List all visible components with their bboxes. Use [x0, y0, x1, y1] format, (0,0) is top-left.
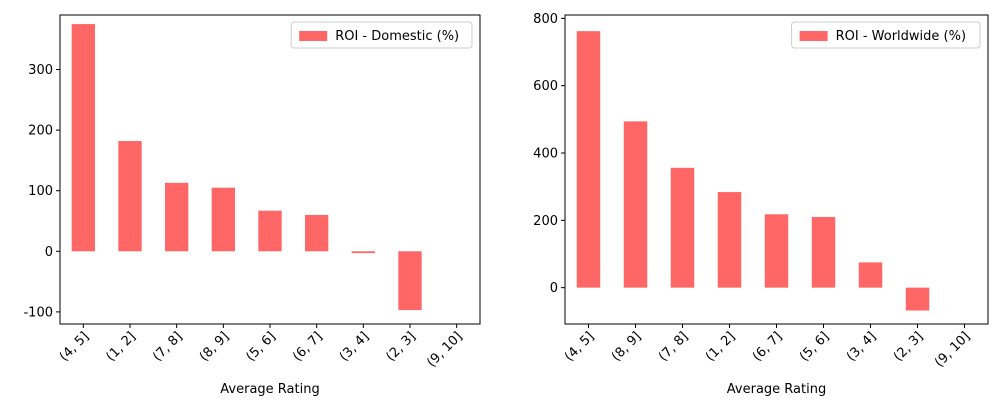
x-tick-label: (2, 3] [384, 329, 419, 364]
y-tick-label: 200 [28, 124, 53, 139]
y-tick-label: 0 [45, 245, 53, 260]
bar-5-6 [811, 216, 836, 288]
x-tick-label: (8, 9] [609, 329, 644, 364]
y-tick-label: 800 [533, 12, 558, 27]
bar-1-2 [118, 141, 142, 252]
bar-8-9 [623, 121, 648, 288]
bar-1-2 [717, 192, 742, 288]
bar-2-3 [398, 251, 422, 311]
x-tick-label: (9, 10] [424, 329, 465, 370]
bar-6-7 [305, 214, 329, 252]
x-tick-label: (4, 5] [562, 329, 597, 364]
x-axis-label: Average Rating [220, 382, 319, 397]
x-tick-label: (2, 3] [891, 329, 926, 364]
bar-7-8 [165, 182, 189, 252]
x-tick-label: (7, 8] [656, 329, 691, 364]
y-tick-label: 0 [550, 281, 558, 296]
legend-swatch [299, 31, 328, 41]
x-tick-label: (7, 8] [150, 329, 185, 364]
bar-5-6 [258, 210, 282, 252]
x-tick-label: (1, 2] [104, 329, 139, 364]
legend-label: ROI - Domestic (%) [335, 29, 459, 44]
y-tick-label: 100 [28, 184, 53, 199]
x-tick-label: (8, 9] [197, 329, 232, 364]
y-tick-label: 400 [533, 147, 558, 162]
y-tick-label: 300 [28, 63, 53, 78]
x-tick-label: (6, 7] [750, 329, 785, 364]
legend-label: ROI - Worldwide (%) [836, 29, 966, 44]
y-tick-label: 200 [533, 214, 558, 229]
x-tick-label: (9, 10] [932, 329, 973, 370]
legend-swatch [799, 31, 828, 41]
y-tick-label: 600 [533, 79, 558, 94]
bar-4-5 [71, 24, 95, 252]
y-tick-label: -100 [23, 305, 53, 320]
x-tick-label: (3, 4] [844, 329, 879, 364]
chart-roi-domestic: -100 0 100 200 300 (4, 5] (1, 2] (7, 8] (8, 9] (5… [23, 14, 481, 397]
x-tick-label: (5, 6] [244, 329, 279, 364]
x-tick-label: (1, 2] [703, 329, 738, 364]
x-axis-label: Average Rating [727, 382, 826, 397]
bar-7-8 [670, 167, 695, 288]
bar-8-9 [211, 187, 235, 252]
x-tick-label: (3, 4] [337, 329, 372, 364]
legend [791, 21, 981, 49]
chart-roi-worldwide: 0 200 400 600 800 (4, 5] (8, 9] (7, 8] (1, 2] (6,… [533, 12, 989, 397]
x-tick-label: (5, 6] [797, 329, 832, 364]
legend [290, 21, 473, 49]
bar-3-4 [351, 251, 375, 254]
x-tick-label: (4, 5] [57, 329, 92, 364]
x-tick-label: (6, 7] [290, 329, 325, 364]
bar-6-7 [764, 214, 789, 288]
bar-3-4 [858, 262, 883, 288]
bar-2-3 [905, 287, 930, 311]
bar-4-5 [576, 31, 601, 288]
